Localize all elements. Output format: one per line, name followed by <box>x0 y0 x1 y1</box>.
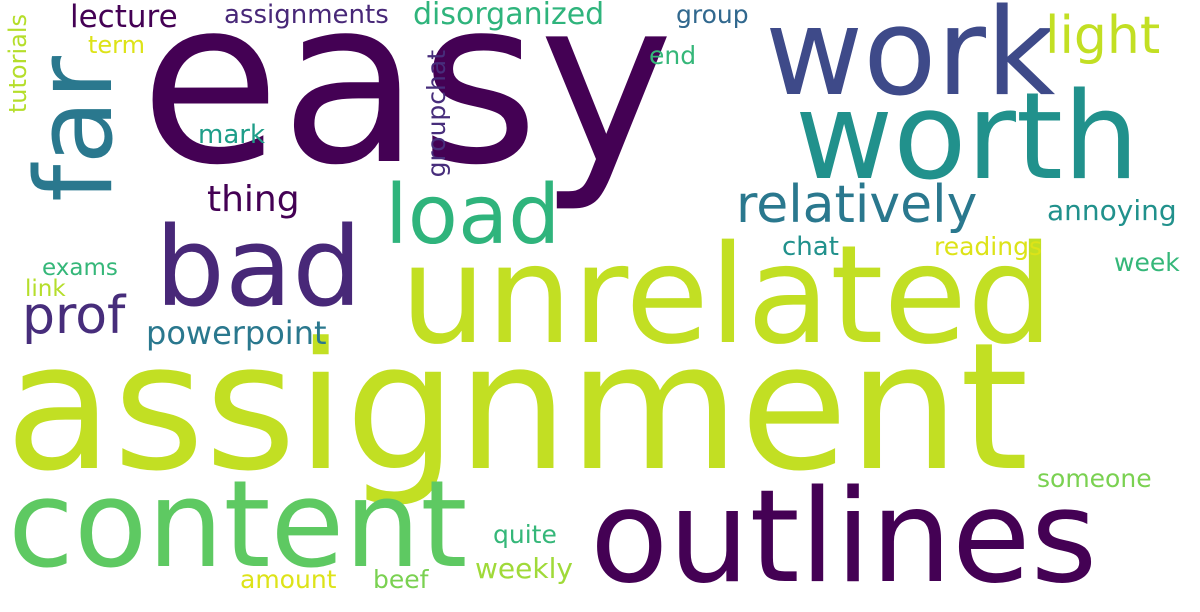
word-assignment: assignment <box>5 305 1029 510</box>
word-disorganized: disorganized <box>413 0 605 32</box>
word-chat: chat <box>782 232 839 262</box>
word-bad: bad <box>155 203 363 331</box>
word-tutorials: tutorials <box>4 14 32 114</box>
word-annoying: annoying <box>1047 194 1177 227</box>
word-load: load <box>385 168 561 263</box>
word-thing: thing <box>207 179 300 220</box>
word-exams: exams <box>42 255 118 281</box>
word-amount: amount <box>240 565 337 594</box>
word-groupchat: groupchat <box>422 50 451 178</box>
word-relatively: relatively <box>736 175 978 235</box>
word-assignments: assignments <box>224 0 389 30</box>
word-week: week <box>1114 248 1180 277</box>
word-end: end <box>649 41 697 70</box>
word-mark: mark <box>198 120 266 150</box>
word-light: light <box>1045 6 1161 66</box>
word-someone: someone <box>1037 464 1152 493</box>
word-prof: prof <box>22 286 126 346</box>
word-easy: easy <box>140 0 674 215</box>
word-quite: quite <box>493 520 557 549</box>
word-link: link <box>25 276 66 302</box>
word-weekly: weekly <box>475 552 573 585</box>
word-lecture: lecture <box>70 0 178 35</box>
word-group: group <box>676 0 749 29</box>
word-far: far <box>13 56 136 202</box>
word-work: work <box>765 0 1056 123</box>
word-outlines: outlines <box>590 463 1098 612</box>
word-unrelated: unrelated <box>400 217 1054 375</box>
word-beef: beef <box>373 565 429 594</box>
word-readings: readings <box>934 232 1042 261</box>
word-content: content <box>8 456 468 595</box>
word-powerpoint: powerpoint <box>146 314 327 352</box>
word-worth: worth <box>795 68 1140 207</box>
word-term: term <box>88 31 145 59</box>
